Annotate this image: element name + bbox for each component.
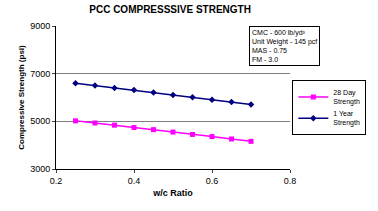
svg-text:0.6: 0.6 xyxy=(206,176,219,186)
svg-text:7000: 7000 xyxy=(30,69,50,79)
svg-text:0.4: 0.4 xyxy=(128,176,141,186)
svg-text:PCC COMPRESSSIVE STRENGTH: PCC COMPRESSSIVE STRENGTH xyxy=(89,4,251,15)
svg-text:CMC - 600 lb/yd³Unit Weight -: CMC - 600 lb/yd³Unit Weight - 145 pcfMAS… xyxy=(252,29,317,63)
svg-text:1 YearStrength: 1 YearStrength xyxy=(333,110,360,127)
svg-text:9000: 9000 xyxy=(30,21,50,31)
svg-text:Compressive Strength (psi): Compressive Strength (psi) xyxy=(17,45,26,150)
svg-text:28 DayStrength: 28 DayStrength xyxy=(333,89,360,106)
svg-text:3000: 3000 xyxy=(30,164,50,174)
svg-text:0.2: 0.2 xyxy=(50,176,63,186)
svg-text:0.8: 0.8 xyxy=(284,176,297,186)
svg-text:w/c Ratio: w/c Ratio xyxy=(152,188,193,198)
svg-text:5000: 5000 xyxy=(30,116,50,126)
